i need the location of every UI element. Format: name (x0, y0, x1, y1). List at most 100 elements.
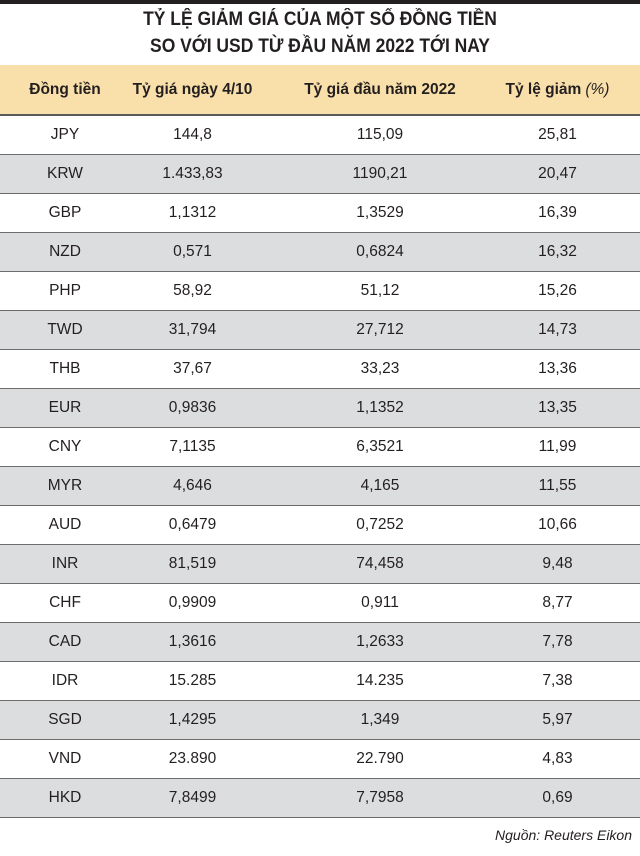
source-note: Nguồn: Reuters Eikon (495, 827, 632, 843)
table-row: TWD 31,794 27,712 14,73 (0, 311, 640, 350)
cell-rate-start-2022: 74,458 (356, 555, 404, 572)
cell-rate-start-2022: 1,3529 (356, 204, 404, 221)
cell-rate-start-2022: 0,7252 (356, 516, 404, 533)
cell-decline-rate: 8,77 (542, 594, 573, 611)
cell-rate-oct4: 0,9909 (168, 594, 217, 611)
cell-decline-rate: 4,83 (542, 750, 573, 767)
table-row: JPY 144,8 115,09 25,81 (0, 116, 640, 155)
top-rule (0, 0, 640, 4)
cell-rate-start-2022: 27,712 (356, 321, 404, 338)
table-row: AUD 0,6479 0,7252 10,66 (0, 506, 640, 545)
cell-rate-start-2022: 7,7958 (356, 789, 404, 806)
title-line-2: SO VỚI USD TỪ ĐẦU NĂM 2022 TỚI NAY (150, 36, 490, 57)
cell-decline-rate: 7,38 (542, 672, 573, 689)
cell-rate-start-2022: 0,911 (361, 594, 399, 611)
cell-rate-start-2022: 22.790 (356, 750, 404, 767)
cell-rate-oct4: 37,67 (173, 360, 212, 377)
cell-decline-rate: 5,97 (542, 711, 573, 728)
table-row: GBP 1,1312 1,3529 16,39 (0, 194, 640, 233)
cell-rate-oct4: 7,8499 (168, 789, 217, 806)
cell-decline-rate: 25,81 (538, 126, 577, 143)
cell-rate-start-2022: 0,6824 (356, 243, 404, 260)
cell-currency: THB (49, 360, 81, 377)
table-row: PHP 58,92 51,12 15,26 (0, 272, 640, 311)
cell-rate-start-2022: 51,12 (360, 282, 400, 299)
cell-decline-rate: 11,99 (538, 438, 577, 455)
cell-rate-start-2022: 1,2633 (356, 633, 404, 650)
cell-rate-oct4: 1,1312 (168, 204, 217, 221)
cell-decline-rate: 16,32 (538, 243, 577, 260)
cell-rate-oct4: 31,794 (168, 321, 217, 338)
header-rate-start-2022: Tỷ giá đầu năm 2022 (304, 80, 456, 98)
cell-currency: SGD (48, 711, 82, 728)
cell-currency: PHP (49, 282, 81, 299)
table-header: Đồng tiền Tỷ giá ngày 4/10 Tỷ giá đầu nă… (0, 65, 640, 116)
cell-currency: EUR (48, 399, 82, 416)
cell-decline-rate: 13,35 (538, 399, 577, 416)
cell-rate-oct4: 0,9836 (168, 399, 217, 416)
table-row: SGD 1,4295 1,349 5,97 (0, 701, 640, 740)
cell-rate-oct4: 15.285 (168, 672, 217, 689)
cell-decline-rate: 20,47 (538, 165, 577, 182)
cell-rate-oct4: 23.890 (168, 750, 217, 767)
cell-decline-rate: 16,39 (538, 204, 577, 221)
cell-rate-oct4: 1,3616 (168, 633, 217, 650)
cell-decline-rate: 10,66 (538, 516, 577, 533)
cell-currency: AUD (48, 516, 82, 533)
cell-rate-start-2022: 115,09 (356, 126, 404, 143)
cell-rate-oct4: 1,4295 (168, 711, 217, 728)
table-row: IDR 15.285 14.235 7,38 (0, 662, 640, 701)
table-row: NZD 0,571 0,6824 16,32 (0, 233, 640, 272)
cell-rate-oct4: 144,8 (173, 126, 212, 143)
table-row: INR 81,519 74,458 9,48 (0, 545, 640, 584)
table-row: THB 37,67 33,23 13,36 (0, 350, 640, 389)
cell-currency: HKD (48, 789, 82, 806)
cell-decline-rate: 11,55 (538, 477, 577, 494)
cell-decline-rate: 14,73 (538, 321, 577, 338)
cell-currency: CAD (48, 633, 82, 650)
cell-rate-start-2022: 1,349 (360, 711, 400, 728)
table-row: CAD 1,3616 1,2633 7,78 (0, 623, 640, 662)
cell-currency: IDR (51, 672, 79, 689)
cell-currency: JPY (50, 126, 80, 143)
cell-currency: VND (48, 750, 82, 767)
cell-rate-start-2022: 1,1352 (356, 399, 404, 416)
cell-currency: INR (51, 555, 79, 572)
table-row: EUR 0,9836 1,1352 13,35 (0, 389, 640, 428)
cell-decline-rate: 0,69 (542, 789, 573, 806)
title-line-1: TỶ LỆ GIẢM GIÁ CỦA MỘT SỐ ĐỒNG TIỀN (143, 9, 497, 30)
header-currency: Đồng tiền (29, 80, 101, 98)
cell-decline-rate: 15,26 (538, 282, 577, 299)
cell-currency: KRW (47, 165, 83, 182)
cell-rate-start-2022: 33,23 (360, 360, 400, 377)
header-decline-rate: Tỷ lệ giảm (%) (480, 65, 635, 114)
cell-currency: TWD (47, 321, 83, 338)
table-row: MYR 4,646 4,165 11,55 (0, 467, 640, 506)
table-row: CNY 7,1135 6,3521 11,99 (0, 428, 640, 467)
table-row: KRW 1.433,83 1190,21 20,47 (0, 155, 640, 194)
table-row: HKD 7,8499 7,7958 0,69 (0, 779, 640, 818)
table-row: CHF 0,9909 0,911 8,77 (0, 584, 640, 623)
cell-currency: MYR (47, 477, 83, 494)
cell-rate-oct4: 7,1135 (169, 438, 216, 455)
cell-rate-oct4: 0,571 (173, 243, 212, 260)
cell-rate-oct4: 4,646 (173, 477, 212, 494)
table-row: VND 23.890 22.790 4,83 (0, 740, 640, 779)
cell-currency: GBP (48, 204, 82, 221)
cell-decline-rate: 9,48 (542, 555, 573, 572)
header-decline-unit: (%) (585, 80, 610, 98)
header-rate-oct4: Tỷ giá ngày 4/10 (132, 80, 253, 98)
cell-rate-oct4: 81,519 (168, 555, 217, 572)
cell-rate-oct4: 1.433,83 (162, 165, 223, 182)
cell-rate-start-2022: 6,3521 (356, 438, 404, 455)
cell-decline-rate: 7,78 (542, 633, 573, 650)
cell-rate-start-2022: 14.235 (356, 672, 404, 689)
cell-rate-oct4: 58,92 (173, 282, 212, 299)
cell-decline-rate: 13,36 (538, 360, 577, 377)
cell-rate-oct4: 0,6479 (168, 516, 217, 533)
header-decline-label: Tỷ lệ giảm (505, 80, 582, 98)
table-title: TỶ LỆ GIẢM GIÁ CỦA MỘT SỐ ĐỒNG TIỀN SO V… (26, 6, 615, 60)
cell-rate-start-2022: 1190,21 (352, 165, 408, 182)
cell-currency: NZD (49, 243, 81, 260)
cell-currency: CNY (48, 438, 82, 455)
